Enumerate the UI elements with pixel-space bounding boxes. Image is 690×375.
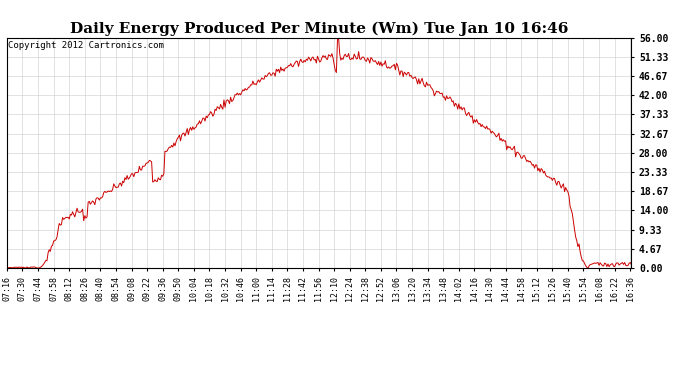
Text: Copyright 2012 Cartronics.com: Copyright 2012 Cartronics.com <box>8 41 164 50</box>
Title: Daily Energy Produced Per Minute (Wm) Tue Jan 10 16:46: Daily Energy Produced Per Minute (Wm) Tu… <box>70 22 569 36</box>
